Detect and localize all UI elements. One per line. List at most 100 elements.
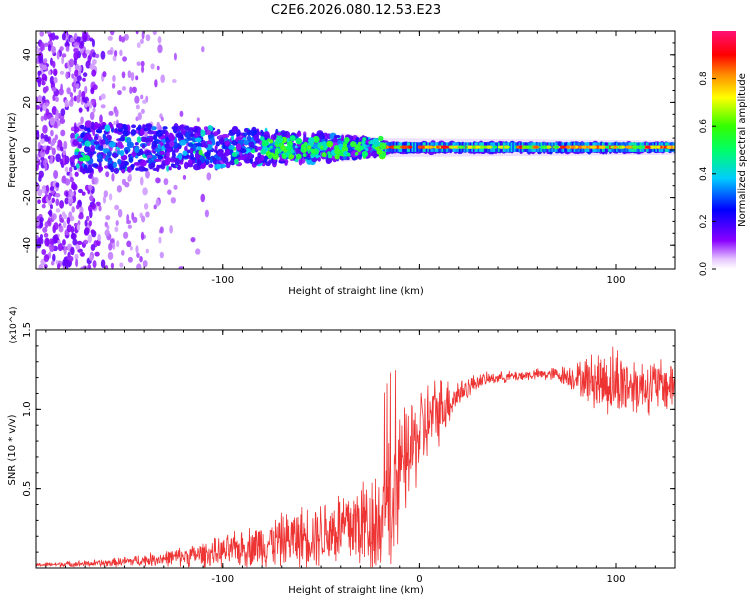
heatmap-cell — [72, 139, 80, 146]
heatmap-cell — [89, 37, 94, 42]
heatmap-core — [411, 142, 414, 152]
heatmap-cell — [277, 148, 282, 153]
heatmap-cell — [70, 246, 75, 256]
heatmap-cell — [49, 116, 55, 126]
heatmap-cell — [130, 129, 137, 136]
heatmap-cell — [59, 70, 65, 75]
heatmap-cell — [346, 152, 351, 157]
heatmap-peak — [644, 145, 651, 149]
heatmap-cell — [71, 181, 76, 190]
heatmap-cell — [361, 150, 369, 158]
heatmap-cell — [62, 239, 66, 246]
heatmap-cell — [379, 142, 387, 150]
heatmap-cell — [52, 94, 56, 102]
colorbar-tick-label: 0.8 — [699, 71, 709, 86]
heatmap-cell — [173, 52, 177, 61]
snr-frame — [35, 329, 676, 569]
heatmap-cell — [152, 134, 158, 140]
heatmap-cell — [94, 53, 100, 59]
heatmap-cell — [153, 204, 157, 210]
heatmap-cell — [80, 252, 85, 257]
heatmap-cell — [87, 234, 93, 243]
heatmap-cell — [149, 135, 154, 143]
snr-ytick-label: 1.0 — [22, 401, 33, 417]
heatmap-cell — [117, 158, 122, 165]
heatmap-cell — [45, 85, 49, 92]
heatmap-cell — [148, 157, 152, 165]
heatmap-cell — [54, 35, 59, 40]
snr-xtick-label: 0 — [416, 574, 422, 585]
heatmap-cell — [66, 87, 71, 95]
heatmap-cell — [93, 136, 99, 141]
heatmap-cell — [261, 139, 269, 147]
heatmap-cell — [66, 224, 73, 233]
heatmap-cell — [110, 262, 115, 269]
heatmap-cell — [58, 225, 64, 233]
heatmap-cell — [122, 123, 128, 130]
heatmap-peak — [393, 145, 401, 149]
heatmap-cell — [151, 140, 158, 148]
heatmap-cell — [111, 173, 115, 182]
heatmap-cell — [163, 178, 169, 186]
heatmap-cell — [117, 89, 122, 96]
heatmap-cell — [56, 51, 60, 60]
heatmap-cell — [145, 248, 149, 254]
heatmap-cell — [64, 197, 69, 205]
heatmap-cell — [59, 218, 65, 223]
heatmap-cell — [102, 71, 107, 78]
heatmap-cell — [82, 31, 88, 41]
heatmap-core — [496, 142, 499, 152]
heatmap-cell — [43, 134, 49, 140]
heatmap-cell — [116, 185, 122, 193]
heatmap-cell — [37, 141, 41, 149]
heatmap-peak — [518, 145, 524, 149]
heatmap-cell — [73, 51, 79, 61]
heatmap-cell — [307, 145, 312, 150]
heatmap-cell — [117, 141, 123, 148]
heatmap-cell — [59, 118, 66, 124]
heatmap-ytick-label: 20 — [22, 96, 33, 109]
heatmap-peak — [400, 145, 409, 149]
heatmap-ticks: -100 100 -40 -20 0 20 40 — [22, 30, 676, 286]
heatmap-cell — [152, 150, 157, 154]
heatmap-cell — [74, 171, 79, 177]
heatmap-cell — [48, 209, 53, 218]
heatmap-cell — [60, 129, 66, 137]
heatmap-cell — [189, 133, 195, 138]
heatmap-cell — [217, 150, 223, 157]
heatmap-cell — [196, 159, 202, 167]
heatmap-cell — [111, 152, 118, 158]
heatmap-cell — [63, 213, 68, 220]
heatmap-cell — [150, 63, 155, 70]
heatmap-cell — [157, 44, 163, 54]
heatmap-cell — [98, 145, 104, 151]
heatmap-cell — [36, 219, 40, 227]
heatmap-cell — [74, 253, 79, 260]
heatmap-cell — [267, 138, 271, 142]
heatmap-cell — [166, 165, 170, 172]
heatmap-cell — [126, 220, 132, 225]
heatmap-cell — [120, 154, 128, 161]
heatmap-cell — [264, 155, 268, 164]
heatmap-cell — [69, 176, 74, 183]
heatmap-cell — [36, 183, 40, 191]
heatmap-cell — [91, 38, 95, 48]
heatmap-cell — [87, 264, 92, 269]
heatmap-cell — [145, 170, 150, 179]
heatmap-cell — [171, 149, 176, 158]
heatmap-peak — [604, 145, 610, 149]
heatmap-cell — [154, 79, 158, 88]
heatmap-cell — [136, 42, 141, 49]
heatmap-cell — [376, 148, 383, 155]
heatmap-cell — [178, 266, 184, 269]
heatmap-cell — [184, 125, 190, 131]
heatmap-cell — [40, 188, 46, 194]
heatmap-cell — [51, 213, 57, 221]
heatmap-cell — [103, 190, 109, 198]
heatmap-cell — [155, 198, 160, 207]
heatmap-cell — [259, 136, 265, 141]
colorbar-label: Normalized spectral amplitude — [737, 73, 748, 227]
heatmap-cell — [54, 193, 61, 198]
heatmap-cell — [327, 151, 331, 155]
heatmap-cell — [83, 154, 91, 162]
